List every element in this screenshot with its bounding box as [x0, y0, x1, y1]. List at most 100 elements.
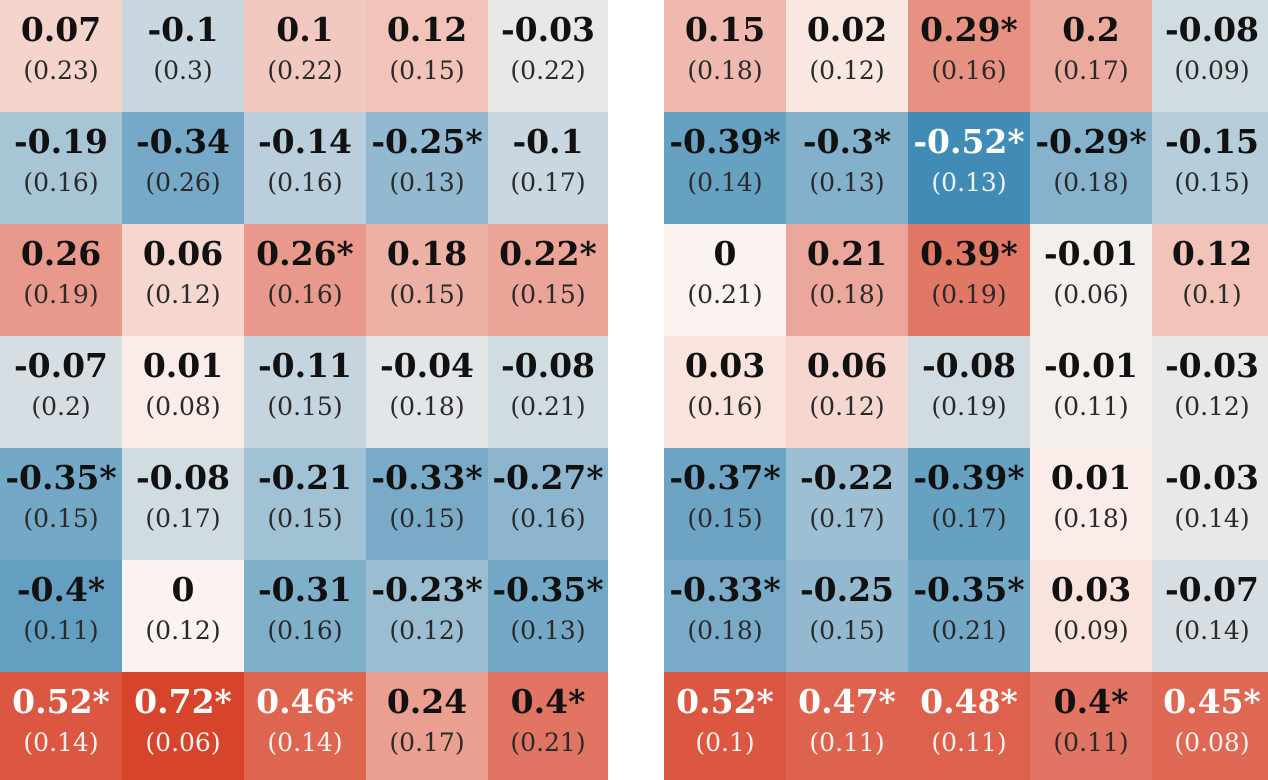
heatmap-cell: 0.45* (0.08): [1152, 672, 1268, 780]
cell-standard-error: (0.13): [510, 616, 586, 645]
heatmap-cell: 0.72* (0.06): [122, 672, 244, 780]
cell-standard-error: (0.15): [510, 280, 586, 309]
cell-estimate: 0.26*: [256, 234, 354, 273]
cell-estimate: 0.39*: [920, 234, 1018, 273]
heatmap-cell: -0.19 (0.16): [0, 112, 122, 224]
cell-standard-error: (0.14): [23, 728, 99, 757]
cell-estimate: 0.46*: [256, 682, 354, 721]
heatmap-cell: -0.39* (0.14): [664, 112, 786, 224]
cell-standard-error: (0.11): [23, 616, 99, 645]
heatmap-cell: -0.33* (0.15): [366, 448, 488, 560]
cell-estimate: 0.15: [684, 10, 766, 49]
cell-standard-error: (0.12): [1174, 392, 1250, 421]
cell-standard-error: (0.3): [153, 56, 213, 85]
cell-standard-error: (0.15): [23, 504, 99, 533]
heatmap-cell: 0.06 (0.12): [122, 224, 244, 336]
cell-standard-error: (0.1): [1182, 280, 1242, 309]
cell-estimate: -0.35*: [492, 570, 604, 609]
cell-estimate: -0.07: [1164, 570, 1260, 609]
cell-standard-error: (0.08): [1174, 728, 1250, 757]
cell-estimate: -0.08: [921, 346, 1017, 385]
cell-standard-error: (0.12): [145, 280, 221, 309]
heatmap-cell: -0.31 (0.16): [244, 560, 366, 672]
cell-standard-error: (0.14): [267, 728, 343, 757]
cell-standard-error: (0.16): [267, 280, 343, 309]
cell-estimate: 0.01: [142, 346, 224, 385]
cell-estimate: -0.01: [1043, 346, 1139, 385]
cell-standard-error: (0.17): [510, 168, 586, 197]
cell-estimate: -0.11: [257, 346, 353, 385]
heatmap-cell: -0.52* (0.13): [908, 112, 1030, 224]
cell-standard-error: (0.16): [931, 56, 1007, 85]
cell-estimate: -0.35*: [913, 570, 1025, 609]
heatmap-cell: 0.4* (0.11): [1030, 672, 1152, 780]
cell-standard-error: (0.26): [145, 168, 221, 197]
heatmap-cell: -0.21 (0.15): [244, 448, 366, 560]
cell-estimate: -0.08: [1164, 10, 1260, 49]
heatmap-cell: 0.52* (0.14): [0, 672, 122, 780]
heatmap-cell: -0.4* (0.11): [0, 560, 122, 672]
cell-estimate: -0.52*: [913, 122, 1025, 161]
heatmap-cell: 0.18 (0.15): [366, 224, 488, 336]
cell-estimate: 0.4*: [1053, 682, 1129, 721]
heatmap-cell: -0.29* (0.18): [1030, 112, 1152, 224]
cell-estimate: -0.15: [1164, 122, 1260, 161]
cell-standard-error: (0.17): [931, 504, 1007, 533]
heatmap-cell: 0.24 (0.17): [366, 672, 488, 780]
heatmap-cell: -0.07 (0.2): [0, 336, 122, 448]
heatmap-cell: 0.47* (0.11): [786, 672, 908, 780]
cell-estimate: 0.12: [1171, 234, 1253, 273]
cell-standard-error: (0.16): [687, 392, 763, 421]
cell-estimate: 0.03: [1050, 570, 1132, 609]
cell-standard-error: (0.21): [931, 616, 1007, 645]
cell-standard-error: (0.18): [809, 280, 885, 309]
cell-standard-error: (0.09): [1174, 56, 1250, 85]
cell-estimate: 0.26: [20, 234, 102, 273]
heatmap-cell: -0.01 (0.06): [1030, 224, 1152, 336]
cell-estimate: -0.27*: [492, 458, 604, 497]
cell-estimate: 0.29*: [920, 10, 1018, 49]
heatmap-cell: 0.01 (0.18): [1030, 448, 1152, 560]
heatmap-cell: 0.2 (0.17): [1030, 0, 1152, 112]
heatmap-cell: -0.39* (0.17): [908, 448, 1030, 560]
cell-estimate: -0.33*: [669, 570, 781, 609]
heatmap-cell: 0.46* (0.14): [244, 672, 366, 780]
cell-estimate: -0.31: [257, 570, 353, 609]
cell-standard-error: (0.15): [389, 56, 465, 85]
cell-standard-error: (0.15): [267, 392, 343, 421]
cell-standard-error: (0.15): [1174, 168, 1250, 197]
cell-estimate: -0.08: [135, 458, 231, 497]
cell-standard-error: (0.21): [687, 280, 763, 309]
heatmap-cell: -0.08 (0.19): [908, 336, 1030, 448]
cell-standard-error: (0.17): [809, 504, 885, 533]
heatmap-cell: -0.27* (0.16): [488, 448, 608, 560]
heatmap-cell: 0.01 (0.08): [122, 336, 244, 448]
heatmap-cell: 0 (0.12): [122, 560, 244, 672]
cell-estimate: -0.34: [135, 122, 231, 161]
cell-standard-error: (0.08): [145, 392, 221, 421]
cell-estimate: 0.22*: [499, 234, 597, 273]
heatmap-cell: 0.26 (0.19): [0, 224, 122, 336]
cell-standard-error: (0.12): [389, 616, 465, 645]
heatmap-cell: -0.37* (0.15): [664, 448, 786, 560]
cell-estimate: -0.39*: [669, 122, 781, 161]
cell-estimate: -0.03: [1164, 458, 1260, 497]
heatmap-cell: 0.21 (0.18): [786, 224, 908, 336]
cell-estimate: -0.1: [512, 122, 584, 161]
heatmap-cell: -0.3* (0.13): [786, 112, 908, 224]
cell-estimate: 0.2: [1062, 10, 1120, 49]
cell-estimate: 0.24: [386, 682, 468, 721]
heatmap-cell: 0.12 (0.15): [366, 0, 488, 112]
cell-standard-error: (0.16): [267, 168, 343, 197]
cell-standard-error: (0.16): [23, 168, 99, 197]
cell-estimate: -0.39*: [913, 458, 1025, 497]
cell-standard-error: (0.22): [267, 56, 343, 85]
heatmap-cell: -0.1 (0.17): [488, 112, 608, 224]
cell-standard-error: (0.21): [510, 728, 586, 757]
cell-estimate: -0.03: [500, 10, 596, 49]
heatmap-cell: 0.03 (0.16): [664, 336, 786, 448]
cell-estimate: 0.03: [684, 346, 766, 385]
heatmap-cell: -0.35* (0.13): [488, 560, 608, 672]
cell-standard-error: (0.12): [809, 392, 885, 421]
cell-standard-error: (0.19): [931, 392, 1007, 421]
